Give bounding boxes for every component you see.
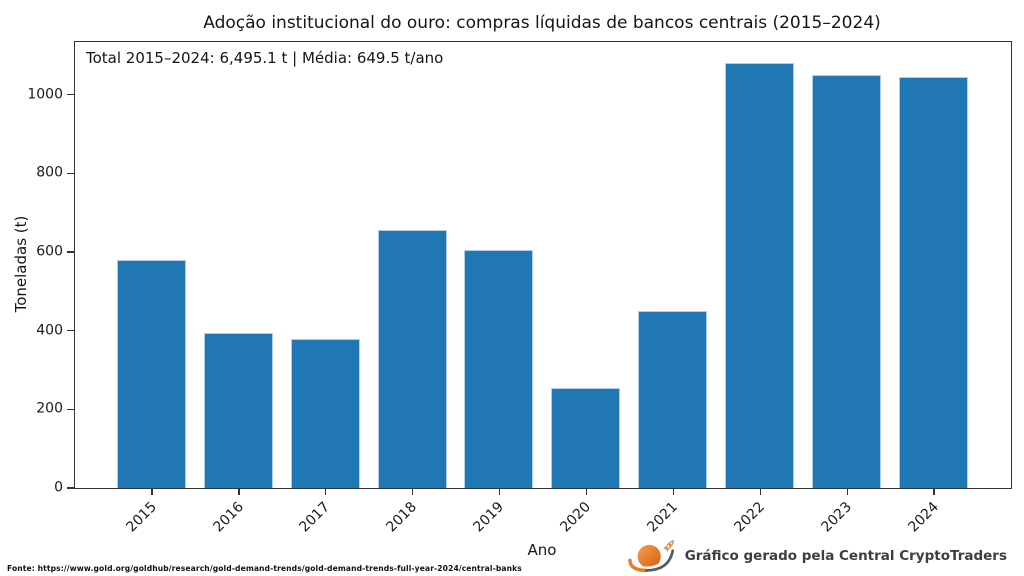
bar-2024 [898,77,968,488]
x-tick-label-2024: 2024 [905,499,942,536]
x-tick-label-2015: 2015 [123,499,160,536]
x-tick-mark [846,489,848,495]
y-tick-label-800: 800 [36,165,63,182]
x-tick-mark [412,489,414,495]
y-tick-label-1000: 1000 [27,86,63,103]
bar-2021 [638,310,708,488]
chart-title: Adoção institucional do ouro: compras lí… [203,13,881,33]
x-tick-label-2016: 2016 [209,499,247,536]
bar-2023 [812,74,881,488]
bar-2022 [725,63,795,488]
y-tick-label-600: 600 [36,243,63,260]
y-tick-mark [66,408,74,411]
x-tick-mark [759,489,761,495]
y-tick-label-0: 0 [54,479,63,496]
bar-2015 [116,260,186,488]
x-tick-mark [672,489,675,495]
bar-2018 [377,229,447,488]
x-tick-mark [498,489,501,495]
x-tick-mark [238,489,240,495]
x-tick-mark [325,489,327,495]
y-tick-label-400: 400 [36,322,63,339]
credit-badge: Gráfico gerado pela Central CryptoTrader… [627,538,1007,573]
source-note: Fonte: https://www.gold.org/goldhub/rese… [7,564,522,573]
x-tick-label-2018: 2018 [383,499,421,536]
x-axis-title: Ano [527,541,557,559]
x-tick-label-2023: 2023 [818,499,855,536]
x-tick-label-2021: 2021 [644,499,682,536]
plot-area: Total 2015–2024: 6,495.1 t | Média: 649.… [27,41,1012,536]
y-tick-mark [66,329,74,332]
y-tick-mark [66,172,74,175]
x-tick-label-2017: 2017 [296,499,334,536]
x-tick-label-2019: 2019 [470,499,508,536]
summary-annotation: Total 2015–2024: 6,495.1 t | Média: 649.… [86,49,444,67]
bar-2017 [290,339,360,488]
y-tick-mark [66,251,74,253]
credit-text: Gráfico gerado pela Central CryptoTrader… [684,547,1007,564]
x-tick-mark [933,489,935,495]
x-tick-mark [585,489,588,495]
planet-rocket-logo-icon [627,540,674,573]
y-tick-label-200: 200 [36,401,63,418]
bar-2020 [551,387,621,488]
x-tick-label-2022: 2022 [731,499,768,536]
x-tick-label-2020: 2020 [557,499,595,536]
y-tick-mark [66,94,74,96]
x-tick-mark [151,489,153,495]
y-axis-label: Toneladas (t) [12,215,30,313]
y-tick-mark [66,487,74,489]
bar-2019 [464,249,534,488]
bar-2016 [203,332,273,488]
